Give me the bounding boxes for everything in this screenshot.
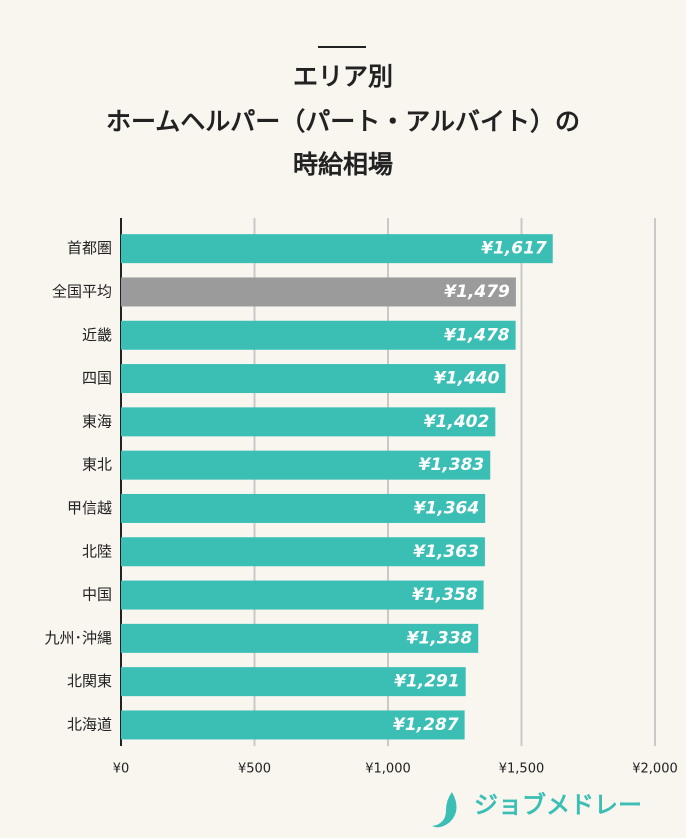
bar <box>121 623 479 653</box>
chart-title: ホームヘルパー（パート・アルバイト）の <box>106 107 580 136</box>
bar <box>121 450 491 480</box>
bar <box>121 493 486 523</box>
chart-title: エリア別 <box>293 62 393 91</box>
y-tick-label: 近畿 <box>82 326 112 344</box>
value-label: ¥1,291 <box>394 672 460 692</box>
y-tick-label: 全国平均 <box>52 282 112 300</box>
x-tick-label: ¥500 <box>238 762 271 777</box>
bar <box>121 580 484 610</box>
value-label: ¥1,402 <box>424 412 490 432</box>
value-label: ¥1,478 <box>444 325 510 345</box>
value-label: ¥1,338 <box>407 628 473 648</box>
x-tick-label: ¥0 <box>113 762 130 777</box>
value-label: ¥1,617 <box>481 239 547 259</box>
plot: ¥0 ¥500 ¥1,000 ¥1,500 ¥2,000 ¥1,617 首都圏 ¥1,479 全… <box>44 218 678 777</box>
value-label: ¥1,287 <box>393 715 459 735</box>
x-tick-label: ¥1,000 <box>365 762 411 777</box>
y-tick-label: 四国 <box>82 369 112 387</box>
logo: ジョブメドレー <box>474 791 642 819</box>
y-tick-label: 東北 <box>82 456 112 474</box>
value-label: ¥1,383 <box>419 455 485 475</box>
y-tick-label: 北関東 <box>67 672 112 690</box>
y-tick-label: 甲信越 <box>67 499 112 517</box>
value-label: ¥1,364 <box>414 498 480 518</box>
y-tick-label: 中国 <box>82 586 112 604</box>
x-tick-label: ¥2,000 <box>632 762 678 777</box>
chart-title: 時給相場 <box>293 150 393 179</box>
bar <box>121 407 496 437</box>
bar <box>121 234 553 264</box>
bar <box>121 364 506 394</box>
bar <box>121 667 466 697</box>
x-tick-label: ¥1,500 <box>499 762 545 777</box>
bar <box>121 277 516 307</box>
bar <box>121 537 485 567</box>
logo-icon <box>432 792 457 828</box>
value-label: ¥1,479 <box>444 282 510 302</box>
value-label: ¥1,363 <box>413 542 479 562</box>
y-tick-label: 北海道 <box>67 715 112 733</box>
bar <box>121 320 516 350</box>
y-tick-label: 首都圏 <box>67 239 112 257</box>
value-label: ¥1,358 <box>412 585 478 605</box>
y-tick-label: 東海 <box>82 412 112 430</box>
y-tick-label: 北陸 <box>82 542 112 560</box>
bar <box>121 710 465 740</box>
y-tick-label: 九州･沖縄 <box>44 629 112 647</box>
value-label: ¥1,440 <box>434 369 500 389</box>
